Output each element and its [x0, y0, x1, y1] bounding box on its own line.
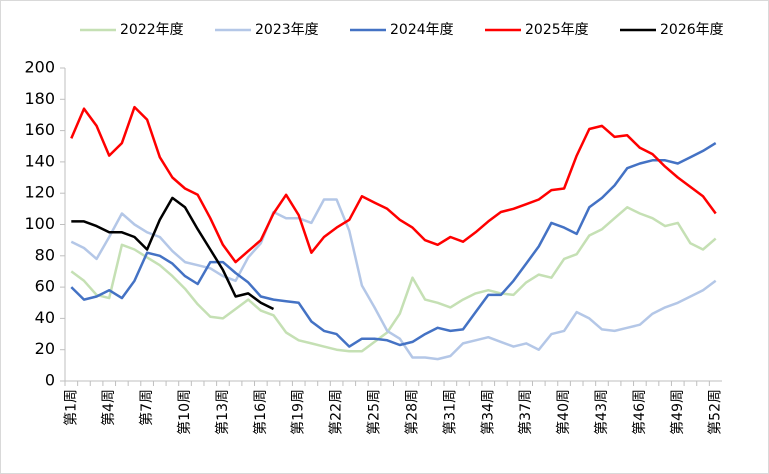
- series-line: [70, 206, 717, 353]
- y-tick-label: 60: [35, 277, 55, 296]
- x-tick-label: 第13周: [214, 389, 231, 435]
- series-line: [70, 142, 717, 348]
- legend-label: 2024年度: [390, 22, 454, 38]
- y-tick-label: 40: [35, 308, 55, 327]
- legend-label: 2022年度: [120, 22, 184, 38]
- x-tick-label: 第19周: [290, 389, 307, 435]
- y-tick-label: 120: [24, 183, 55, 202]
- series-line: [70, 105, 717, 264]
- x-tick-label: 第16周: [252, 389, 269, 435]
- y-tick-label: 80: [35, 245, 55, 264]
- y-tick-label: 0: [45, 371, 55, 390]
- y-tick-label: 100: [24, 214, 55, 233]
- x-tick-label: 第43周: [593, 389, 610, 435]
- x-tick-label: 第4周: [100, 389, 117, 426]
- x-tick-label: 第7周: [138, 389, 155, 426]
- x-tick-label: 第28周: [403, 389, 420, 435]
- legend-label: 2023年度: [255, 22, 319, 38]
- legend-label: 2026年度: [660, 22, 724, 38]
- y-tick-label: 180: [24, 89, 55, 108]
- x-tick-label: 第25周: [366, 389, 383, 435]
- legend-label: 2025年度: [525, 22, 589, 38]
- x-tick-label: 第1周: [62, 389, 79, 426]
- y-tick-label: 160: [24, 120, 55, 139]
- x-tick-label: 第34周: [479, 389, 496, 435]
- x-tick-label: 第52周: [707, 389, 724, 435]
- y-tick-label: 140: [24, 151, 55, 170]
- y-tick-label: 20: [35, 339, 55, 358]
- x-tick-label: 第37周: [517, 389, 534, 435]
- x-tick-label: 第10周: [176, 389, 193, 435]
- series-line: [71, 196, 275, 311]
- series-line: [70, 198, 717, 361]
- x-tick-label: 第46周: [631, 389, 648, 435]
- x-tick-label: 第49周: [669, 389, 686, 435]
- y-tick-label: 200: [24, 58, 55, 77]
- x-tick-label: 第31周: [441, 389, 458, 435]
- x-tick-label: 第22周: [328, 389, 345, 435]
- x-tick-label: 第40周: [555, 389, 572, 435]
